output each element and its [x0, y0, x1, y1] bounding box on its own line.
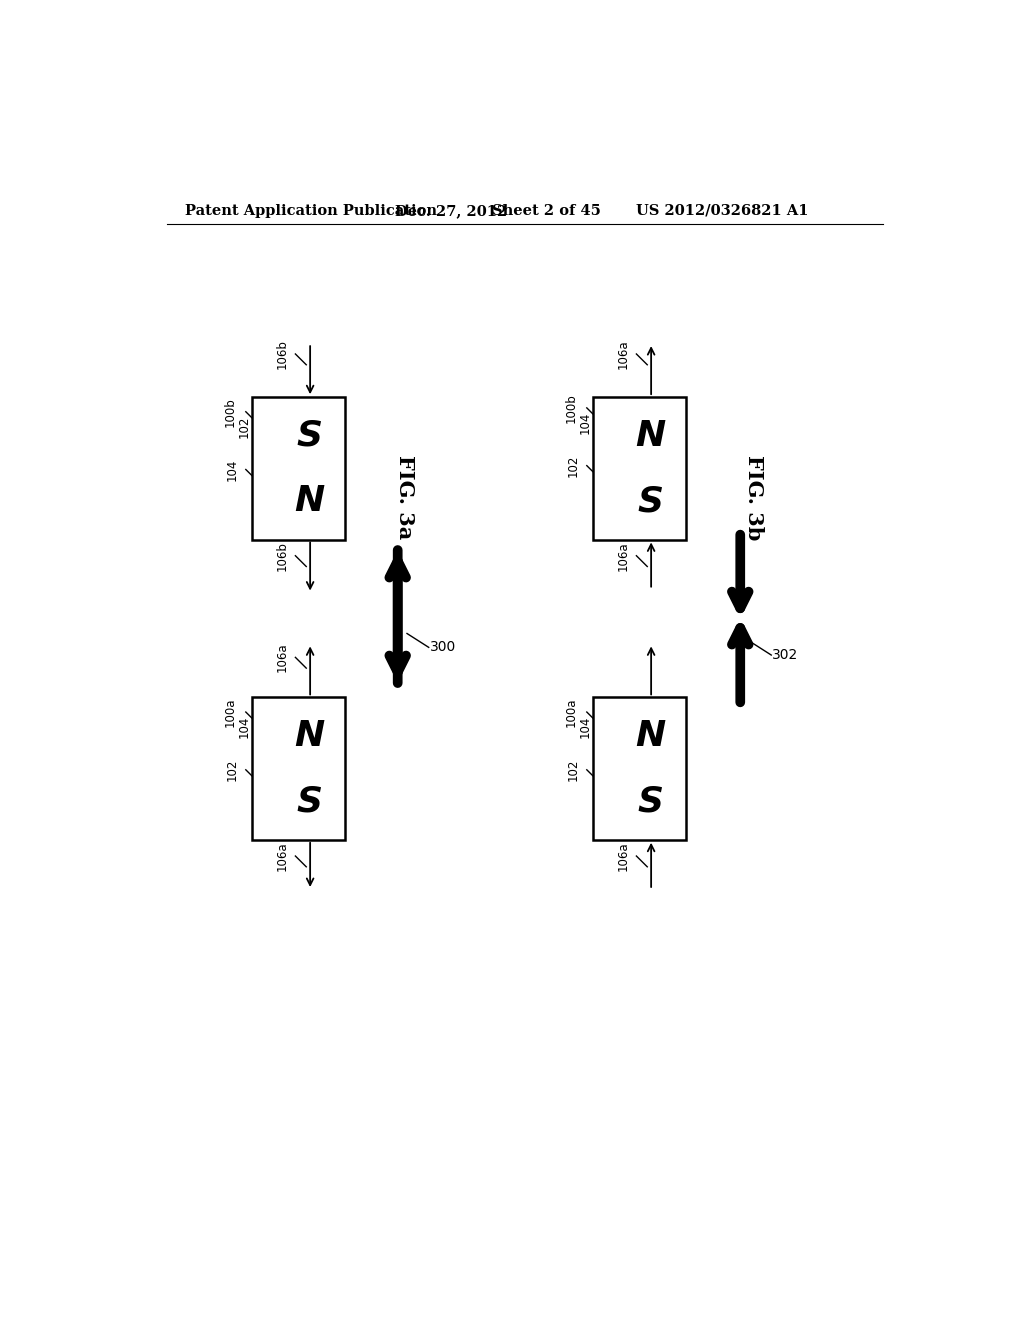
Text: 104: 104 [225, 458, 239, 480]
Text: 106a: 106a [275, 841, 289, 871]
Text: US 2012/0326821 A1: US 2012/0326821 A1 [636, 203, 808, 218]
Text: 104: 104 [579, 412, 592, 434]
Text: 100a: 100a [224, 697, 237, 727]
Text: 106b: 106b [275, 339, 289, 368]
Text: 106a: 106a [616, 541, 630, 570]
Text: S: S [297, 418, 323, 453]
Text: 106a: 106a [616, 841, 630, 871]
Text: FIG. 3a: FIG. 3a [395, 455, 416, 540]
Text: 104: 104 [579, 715, 592, 738]
Text: FIG. 3b: FIG. 3b [744, 454, 764, 540]
Text: Dec. 27, 2012: Dec. 27, 2012 [395, 203, 508, 218]
Text: 100b: 100b [224, 397, 237, 426]
Bar [593, 397, 686, 540]
Bar [252, 397, 345, 540]
Text: 100a: 100a [565, 697, 578, 727]
Text: 302: 302 [772, 648, 799, 663]
Text: Sheet 2 of 45: Sheet 2 of 45 [493, 203, 601, 218]
Text: N: N [295, 719, 325, 752]
Text: N: N [636, 418, 666, 453]
Text: 102: 102 [225, 759, 239, 781]
Text: N: N [295, 484, 325, 517]
Text: 102: 102 [566, 759, 580, 781]
Text: 300: 300 [429, 640, 456, 655]
Text: S: S [638, 484, 664, 517]
Text: Patent Application Publication: Patent Application Publication [184, 203, 436, 218]
Text: 100b: 100b [565, 393, 578, 422]
Text: 104: 104 [238, 715, 251, 738]
Text: N: N [636, 719, 666, 752]
Text: S: S [638, 784, 664, 818]
Text: 106a: 106a [616, 339, 630, 368]
Text: S: S [297, 784, 323, 818]
Bar [593, 697, 686, 840]
Text: 102: 102 [566, 454, 580, 477]
Text: 102: 102 [238, 416, 251, 437]
Bar [252, 697, 345, 840]
Text: 106a: 106a [275, 643, 289, 672]
Text: 106b: 106b [275, 541, 289, 570]
